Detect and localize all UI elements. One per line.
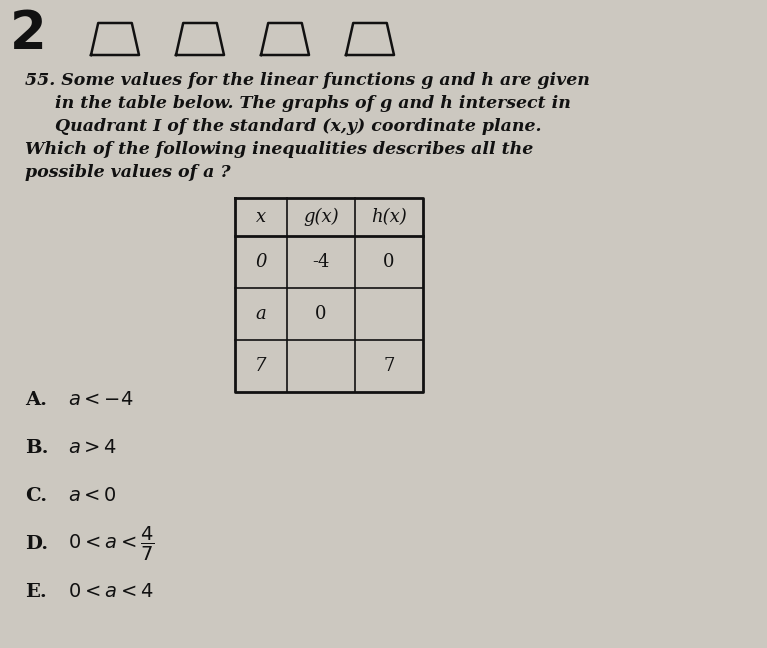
Text: 7: 7: [255, 357, 267, 375]
Text: Which of the following inequalities describes all the: Which of the following inequalities desc…: [25, 141, 533, 158]
Text: g(x): g(x): [303, 208, 339, 226]
Text: x: x: [256, 208, 266, 226]
Text: 2: 2: [10, 8, 47, 60]
Text: 0: 0: [315, 305, 327, 323]
Text: 7: 7: [384, 357, 395, 375]
Text: 0: 0: [255, 253, 267, 271]
Text: $a < -4$: $a < -4$: [68, 391, 133, 409]
Text: C.: C.: [25, 487, 47, 505]
Text: D.: D.: [25, 535, 48, 553]
Text: 0: 0: [384, 253, 395, 271]
Text: $a < 0$: $a < 0$: [68, 487, 117, 505]
Text: -4: -4: [312, 253, 330, 271]
Text: E.: E.: [25, 583, 47, 601]
Text: possible values of a ?: possible values of a ?: [25, 164, 231, 181]
Text: A.: A.: [25, 391, 47, 409]
Text: in the table below. The graphs of g and h intersect in: in the table below. The graphs of g and …: [55, 95, 571, 112]
Text: $0 < a < 4$: $0 < a < 4$: [68, 583, 153, 601]
Text: 55. Some values for the linear functions g and h are given: 55. Some values for the linear functions…: [25, 72, 590, 89]
Text: B.: B.: [25, 439, 48, 457]
Text: $0 < a < \dfrac{4}{7}$: $0 < a < \dfrac{4}{7}$: [68, 525, 155, 563]
Text: $a > 4$: $a > 4$: [68, 439, 117, 457]
Text: Quadrant I of the standard (x,y) coordinate plane.: Quadrant I of the standard (x,y) coordin…: [55, 118, 542, 135]
Text: h(x): h(x): [371, 208, 407, 226]
Text: a: a: [255, 305, 266, 323]
